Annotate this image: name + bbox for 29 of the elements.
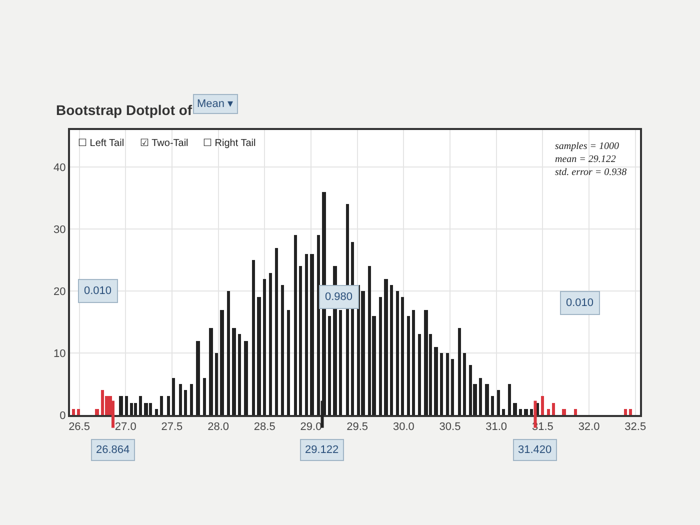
- annotation: ☑ Two-Tail: [140, 138, 188, 149]
- y-tick-label: 20: [54, 286, 66, 298]
- y-tick-label: 10: [54, 348, 66, 360]
- x-tick-label: 29.0: [300, 421, 322, 434]
- ref-line-label: 29.122: [305, 444, 339, 456]
- annotation: 0.980: [325, 291, 353, 303]
- ref-line-label: 31.420: [518, 444, 552, 456]
- x-tick-label: 28.0: [208, 421, 229, 434]
- y-tick-label: 30: [54, 224, 66, 236]
- x-tick-label: 32.0: [578, 421, 600, 434]
- x-tick-label: 31.0: [486, 421, 508, 434]
- annotation: 0.010: [566, 297, 594, 309]
- text: Mean ▾: [197, 98, 234, 110]
- x-tick-label: 28.5: [254, 421, 276, 434]
- ref-line-label: 26.864: [96, 444, 130, 456]
- annotation: samples = 1000 mean = 29.122 std. error = 0.938: [555, 141, 627, 178]
- x-tick-label: 30.0: [392, 421, 414, 434]
- annotation: 0.010: [84, 285, 112, 297]
- annotation: ☐ Left Tail: [78, 138, 124, 149]
- annotation: ☐ Right Tail: [203, 138, 256, 149]
- y-tick-label: 0: [60, 410, 66, 422]
- x-tick-label: 27.5: [161, 421, 183, 434]
- x-tick-label: 32.5: [624, 421, 646, 434]
- x-tick-label: 30.5: [439, 421, 461, 434]
- chart-title: Bootstrap Dotplot of: [56, 102, 192, 118]
- x-tick-label: 26.5: [68, 421, 90, 434]
- x-tick-label: 27.0: [114, 421, 136, 434]
- x-tick-label: 29.5: [346, 421, 368, 434]
- y-tick-label: 40: [54, 162, 66, 174]
